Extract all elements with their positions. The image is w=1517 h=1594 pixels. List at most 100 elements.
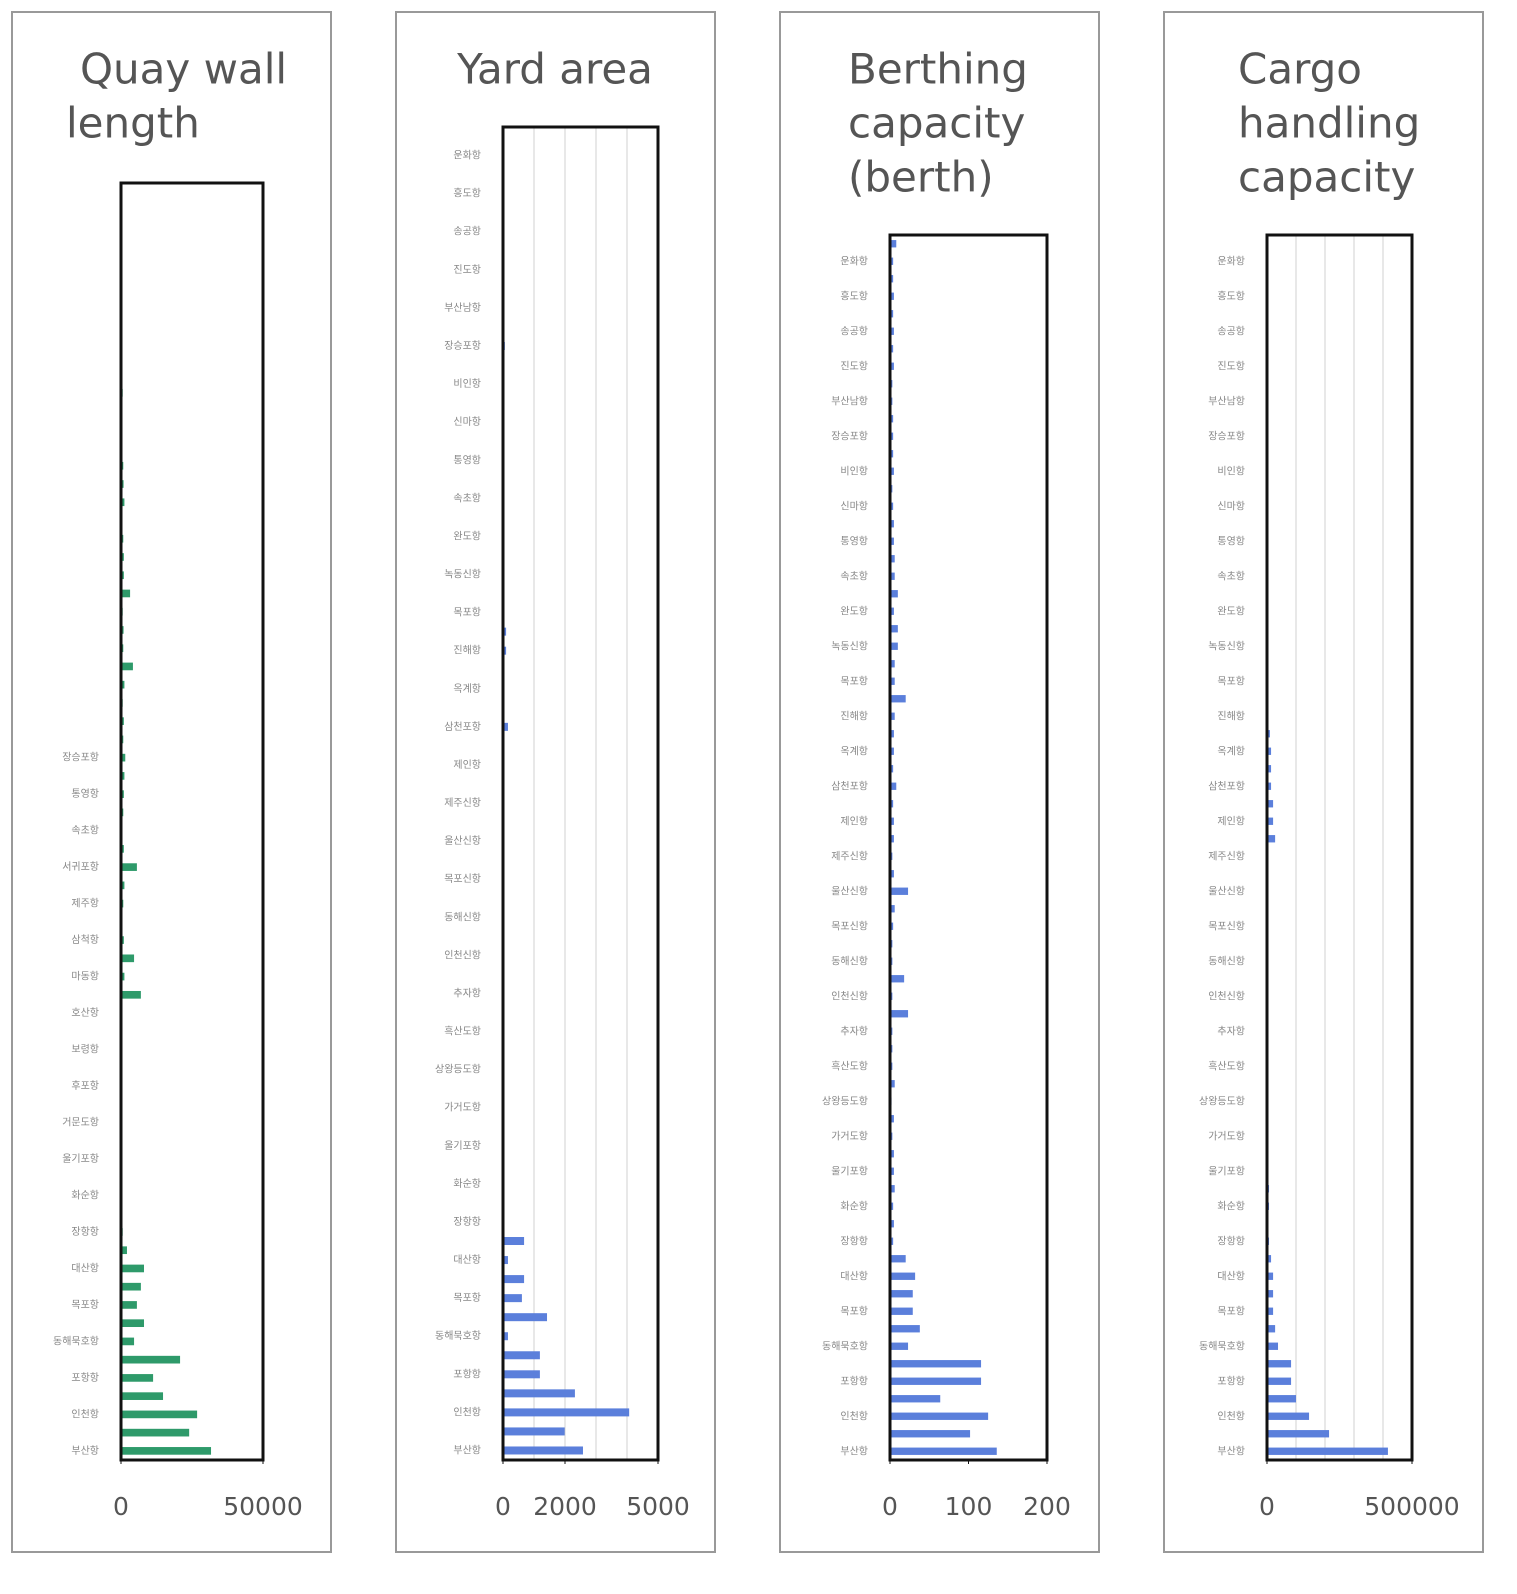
bar [890,747,894,755]
category-label: 장승포항 [444,340,481,352]
bar [121,589,131,598]
category-label: 속초항 [453,492,481,504]
category-label: 가거도항 [1208,1130,1245,1142]
category-label: 보령항 [71,1044,99,1056]
bar [503,627,507,636]
bar [121,1392,164,1400]
category-label: 울기포항 [62,1153,99,1165]
bar [890,835,894,843]
bar [121,972,125,981]
x-tick-label: 500000 [1364,1492,1459,1521]
category-label: 완도항 [453,530,481,542]
category-label: 진도항 [1217,360,1245,372]
category-label: 울산신항 [831,885,868,897]
bar [1267,765,1272,773]
bar [121,1301,137,1309]
bar [1267,1395,1296,1403]
category-label: 동해묵호항 [1199,1339,1245,1352]
bar [890,572,895,580]
category-label: 목포신항 [444,873,481,885]
bar [890,677,895,685]
bar [121,1374,154,1382]
category-label: 화순항 [71,1189,99,1201]
bar [121,1264,145,1273]
bar [890,607,894,615]
bar [890,275,894,283]
category-label: 제주신항 [831,850,868,862]
bar [1267,782,1272,790]
category-label: 상왕등도항 [822,1095,868,1107]
bar [121,1337,135,1346]
bar [503,1370,540,1379]
category-label: 장항항 [71,1226,99,1238]
x-tick-label: 0 [113,1492,129,1521]
category-label: 대산항 [840,1270,868,1282]
category-label: 부산남항 [1208,395,1245,407]
category-label: 완도항 [840,605,868,617]
bar [1267,1447,1388,1455]
bar [890,712,895,720]
bar [890,555,895,563]
category-label: 부산항 [840,1445,868,1457]
bar [890,975,905,983]
plot-frame [501,125,660,1462]
category-label: 장항항 [1217,1235,1245,1247]
category-label: 운화항 [1217,255,1245,267]
category-label: 녹동신항 [1208,640,1245,652]
bar [1267,1272,1274,1280]
category-label: 포항항 [840,1375,868,1387]
category-label: 제인항 [1217,815,1245,827]
bar [890,502,894,510]
category-label: 비인항 [453,378,481,390]
category-label: 인천신항 [831,990,868,1002]
category-label: 신마항 [1217,500,1245,512]
category-label: 상왕등도항 [1199,1095,1245,1107]
bar [890,887,909,895]
bar [503,722,508,731]
bar [121,863,137,871]
category-label: 신마항 [840,500,868,512]
chart-title: Berthing [848,45,1028,94]
bar [890,240,897,248]
category-label: 장항항 [453,1216,481,1228]
category-label: 부산항 [1217,1445,1245,1457]
category-label: 인천신항 [1208,990,1245,1002]
bar [1267,1430,1330,1438]
bar [890,432,894,440]
category-label: 상왕등도항 [435,1064,481,1076]
category-label: 비인항 [1217,465,1245,477]
bar [890,1447,997,1455]
bar [121,680,125,689]
category-label: 장승포항 [1208,430,1245,442]
bar [121,662,133,671]
bar [890,922,894,930]
bar [890,362,894,370]
category-label: 제인항 [453,759,481,771]
category-label: 화순항 [453,1178,481,1190]
category-label: 동해묵호항 [435,1329,481,1342]
x-tick-label: 5000 [626,1492,690,1521]
x-tick-label: 100 [945,1492,993,1521]
bar [121,1410,198,1419]
category-label: 추자항 [453,987,481,999]
bar [1267,817,1274,825]
category-label: 포항항 [1217,1375,1245,1387]
category-label: 인천항 [453,1406,481,1418]
category-label: 인천항 [71,1408,99,1420]
category-label: 목포항 [1217,1305,1245,1317]
category-label: 동해신항 [831,954,868,967]
bar [503,1313,548,1322]
chart-title: capacity [1238,153,1415,202]
bar [890,1150,894,1158]
bar [1267,1325,1276,1333]
category-label: 부산남항 [444,302,481,314]
bar [890,1307,913,1315]
category-label: 부산남항 [831,395,868,407]
bar [503,1256,508,1265]
bar [121,1428,190,1437]
category-label: 흥도항 [840,289,868,302]
category-label: 가거도항 [831,1130,868,1142]
chart-title: handling [1238,99,1420,148]
bar [121,990,141,999]
category-label: 울산신항 [1208,885,1245,897]
